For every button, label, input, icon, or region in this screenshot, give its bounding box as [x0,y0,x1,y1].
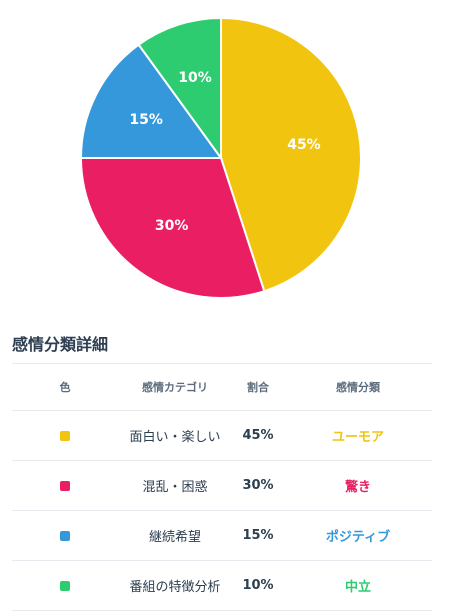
color-swatch [60,480,70,491]
color-swatch [60,430,70,441]
table-header-row: 色 感情カテゴリ 割合 感情分類 [12,363,432,411]
table-row: 面白い・楽しい 45% ユーモア [12,411,432,461]
slice-label: 15% [129,112,163,128]
ratio-cell: 15% [242,528,274,543]
color-swatch [60,530,70,541]
color-cell [12,461,118,511]
pie-chart: 45% 30% 15% 10% [79,16,362,299]
emotion-detail-table: 色 感情カテゴリ 割合 感情分類 面白い・楽しい 45% ユーモア 混乱・困惑 … [12,363,432,611]
header-sentiment: 感情分類 [336,381,380,394]
color-cell [12,411,118,461]
pie-labels: 45% 30% 15% 10% [129,70,320,234]
ratio-cell: 10% [242,578,274,593]
header-color: 色 [59,381,71,394]
table-row: 番組の特徴分析 10% 中立 [12,561,432,611]
category-cell: 面白い・楽しい [129,430,221,445]
color-cell [12,561,118,611]
pie-slice [220,16,362,293]
table-row: 継続希望 15% ポジティブ [12,511,432,561]
table-row: 混乱・困惑 30% 驚き [12,461,432,511]
category-cell: 番組の特徴分析 [129,580,221,595]
sentiment-cell: ポジティブ [325,530,391,545]
ratio-cell: 30% [242,478,274,493]
color-cell [12,511,118,561]
slice-label: 10% [178,70,212,86]
pie-slice [79,43,223,159]
category-cell: 継続希望 [148,530,201,545]
sentiment-cell: 驚き [344,480,371,495]
sentiment-cell: ユーモア [331,430,384,445]
header-ratio: 割合 [247,381,269,394]
pie-slice [79,157,266,299]
color-swatch [60,580,70,591]
pie-slices [79,16,362,299]
slice-label: 30% [155,218,189,234]
pie-slice [137,16,222,162]
section-title: 感情分類詳細 [12,335,109,354]
slice-label: 45% [287,137,321,153]
category-cell: 混乱・困惑 [142,480,208,495]
ratio-cell: 45% [242,428,274,443]
header-category: 感情カテゴリ [142,381,208,394]
sentiment-cell: 中立 [344,580,371,595]
